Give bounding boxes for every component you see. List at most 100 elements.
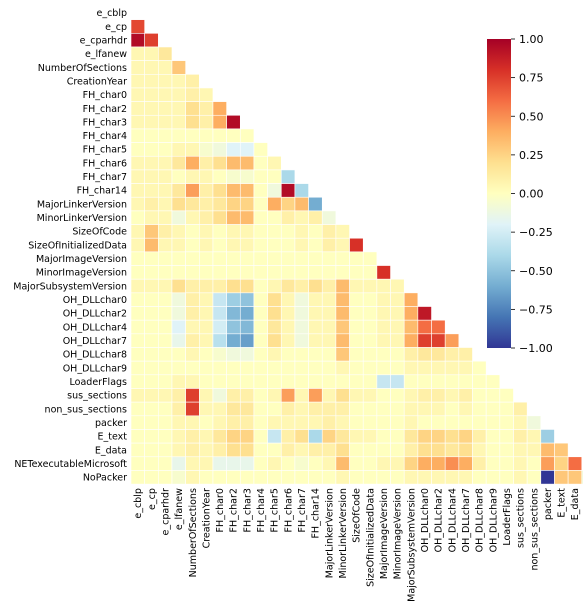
heatmap-cell (567, 456, 583, 471)
heatmap-cell (267, 470, 282, 485)
heatmap-cell (349, 442, 364, 458)
heatmap-cell (158, 251, 173, 266)
heatmap-cell (308, 442, 323, 458)
heatmap-cell (403, 456, 419, 471)
heatmap-cell (171, 169, 186, 184)
heatmap-cell (171, 155, 186, 171)
heatmap-cell (280, 456, 296, 471)
heatmap-cell (212, 442, 227, 458)
heatmap-cell (171, 87, 186, 102)
heatmap-cell (280, 251, 296, 266)
heatmap-cell (212, 183, 227, 198)
heatmap-cell (294, 470, 309, 485)
heatmap-cell (349, 347, 364, 362)
heatmap-cell (321, 429, 337, 444)
row-label: OH_DLLchar2 (63, 309, 127, 320)
heatmap-cell (349, 237, 364, 253)
heatmap-cell (362, 456, 378, 471)
heatmap-cell (158, 306, 173, 321)
heatmap-cell (349, 306, 364, 321)
heatmap-cell (321, 360, 337, 376)
heatmap-cell (253, 265, 268, 280)
heatmap-cell (185, 210, 200, 225)
heatmap-cell (199, 360, 214, 376)
heatmap-cell (376, 333, 391, 348)
row-label: E_data (95, 445, 127, 456)
heatmap-cell (349, 401, 364, 417)
heatmap-cell (376, 429, 391, 444)
heatmap-cell (158, 101, 173, 116)
heatmap-cell (239, 292, 255, 307)
heatmap-cell (335, 333, 350, 348)
heatmap-cell (185, 155, 200, 171)
heatmap-cell (199, 401, 214, 417)
heatmap-cell (362, 292, 378, 307)
heatmap-cell (253, 183, 268, 198)
heatmap-cell (321, 210, 337, 225)
heatmap-cell (158, 470, 173, 485)
column-label: OH_DLLchar9 (488, 488, 499, 552)
heatmap-cell (458, 347, 473, 362)
heatmap-cell (239, 470, 255, 485)
heatmap-cell (513, 401, 528, 417)
heatmap-cell (417, 374, 432, 389)
heatmap-cell (253, 415, 268, 430)
heatmap-cell (321, 442, 337, 458)
heatmap-cell (226, 196, 241, 212)
heatmap-cell (513, 429, 528, 444)
heatmap-cell (199, 442, 214, 458)
column-label: e_lfanew (174, 488, 185, 530)
heatmap-cell (267, 429, 282, 444)
column-label: MinorLinkerVersion (338, 488, 349, 578)
heatmap-cell (321, 319, 337, 335)
heatmap-cell (144, 456, 159, 471)
heatmap-cell (362, 470, 378, 485)
heatmap-cell (199, 388, 214, 403)
heatmap-cell (199, 429, 214, 444)
heatmap-cell (403, 306, 419, 321)
heatmap-cell (158, 265, 173, 280)
heatmap-cell (472, 470, 487, 485)
column-label: MajorImageVersion (379, 488, 390, 579)
heatmap-cell (158, 333, 173, 348)
heatmap-cell (239, 442, 255, 458)
heatmap-cell (267, 251, 282, 266)
heatmap-cell (253, 374, 268, 389)
row-label: FH_char3 (83, 117, 127, 128)
heatmap-cell (280, 292, 296, 307)
heatmap-cell (362, 442, 378, 458)
row-label: FH_char7 (83, 172, 127, 183)
heatmap-cell (130, 183, 145, 198)
heatmap-cell (185, 306, 200, 321)
column-label: OH_DLLchar7 (461, 488, 472, 552)
heatmap-cell (171, 401, 186, 417)
heatmap-cell (321, 388, 337, 403)
heatmap-cell (239, 265, 255, 280)
heatmap-cell (362, 374, 378, 389)
heatmap-cell (280, 374, 296, 389)
heatmap-cell (130, 442, 145, 458)
heatmap-cell (485, 415, 501, 430)
heatmap-cell (253, 306, 268, 321)
heatmap-cell (526, 456, 542, 471)
heatmap-cell (390, 442, 405, 458)
colorbar-tick-label: −0.25 (519, 226, 553, 239)
heatmap-cell (376, 388, 391, 403)
heatmap-cell (390, 333, 405, 348)
heatmap-cell (431, 388, 446, 403)
heatmap-cell (376, 470, 391, 485)
heatmap-cell (267, 319, 282, 335)
heatmap-cell (199, 251, 214, 266)
heatmap-cell (185, 196, 200, 212)
heatmap-cell (280, 183, 296, 198)
row-label: MajorSubsystemVersion (13, 281, 127, 292)
heatmap-cell (308, 333, 323, 348)
row-label: NETexecutableMicrosoft (14, 459, 127, 470)
column-label: FH_char14 (311, 488, 322, 538)
heatmap-cell (554, 470, 569, 485)
heatmap-cell (130, 19, 145, 34)
heatmap-cell (226, 183, 241, 198)
heatmap-cell (199, 415, 214, 430)
heatmap-cell (226, 224, 241, 239)
column-label: OH_DLLchar8 (475, 488, 486, 552)
